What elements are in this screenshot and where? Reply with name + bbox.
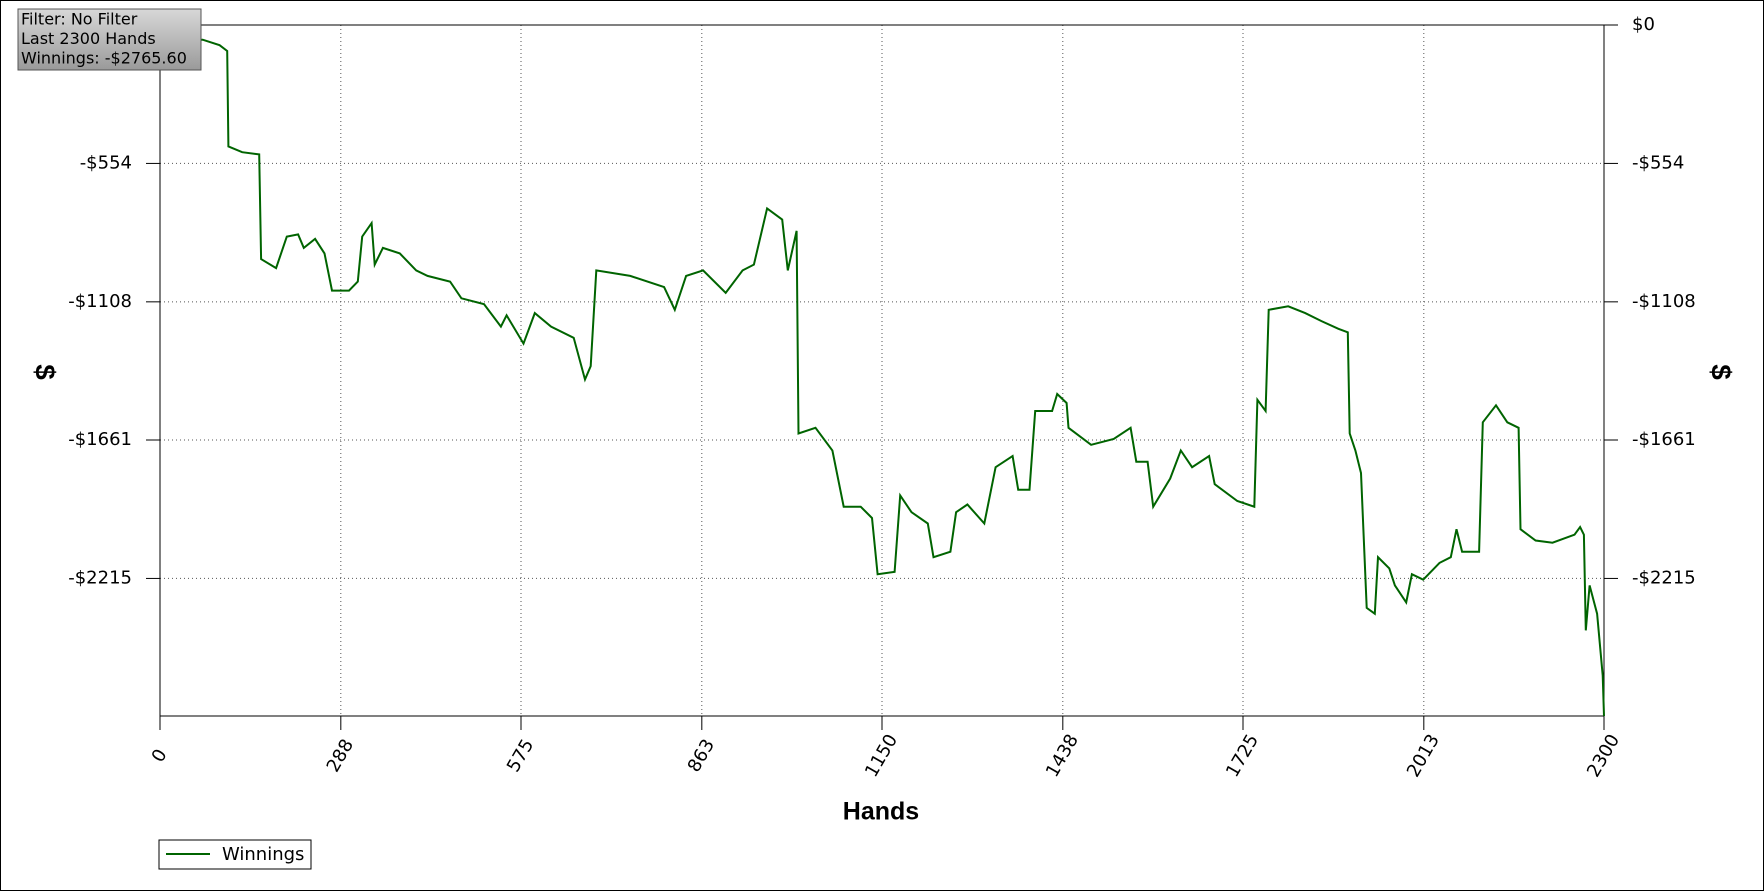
y-tick-label: -$1108 [68,291,132,312]
y-axis-label: $ [30,364,61,380]
plot-area [159,24,1605,717]
y2-tick-label: -$1661 [1632,429,1696,450]
legend-label: Winnings [222,844,304,865]
y2-axis-label: $ [1706,364,1737,380]
x-axis-label: Hands [843,798,919,826]
y-tick-label: -$1661 [68,429,132,450]
info-line: Last 2300 Hands [21,29,156,48]
y2-tick-label: -$554 [1632,152,1684,173]
legend: Winnings [158,839,312,870]
y-tick-label: -$554 [80,152,132,173]
y2-tick-label: -$2215 [1632,567,1696,588]
series-line [160,38,1605,717]
y2-tick-label: -$1108 [1632,291,1696,312]
y-tick-label: -$2215 [68,567,132,588]
info-background [17,8,202,71]
info-line: Filter: No Filter [21,10,138,29]
info-line: Winnings: -$2765.60 [21,49,187,68]
y2-tick-label: $0 [1632,14,1655,35]
